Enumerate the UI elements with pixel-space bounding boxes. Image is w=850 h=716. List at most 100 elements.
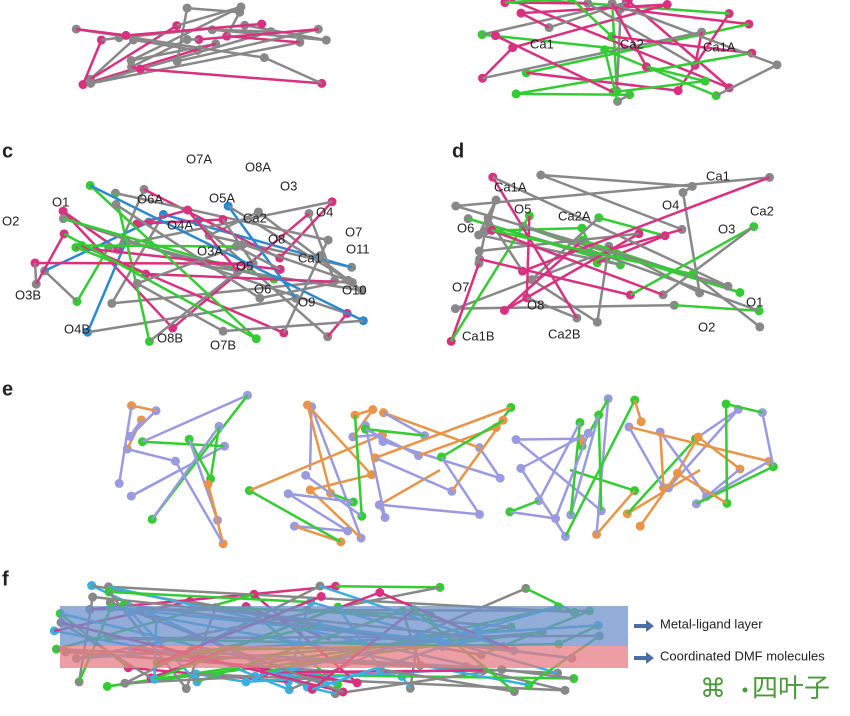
bond: [130, 42, 216, 62]
atom: [316, 591, 326, 601]
bond: [259, 279, 349, 300]
bond: [587, 2, 696, 67]
atom: [506, 402, 516, 412]
bond: [478, 446, 502, 479]
bond: [378, 468, 441, 507]
bond: [198, 27, 319, 41]
bond: [626, 437, 697, 515]
bond: [174, 460, 225, 545]
atom: [491, 31, 501, 41]
bond: [611, 35, 752, 55]
bond: [242, 243, 349, 282]
atom-label: Ca1A: [494, 179, 527, 194]
bond: [674, 303, 760, 313]
bond: [450, 262, 481, 342]
bond: [526, 296, 578, 320]
atom: [636, 417, 646, 427]
watermark-dot: [742, 687, 748, 693]
atom: [583, 0, 593, 8]
bond: [455, 303, 675, 310]
arrow: [634, 652, 654, 664]
atom: [257, 19, 267, 29]
bond: [715, 63, 778, 97]
bond: [294, 524, 342, 544]
bond: [114, 192, 151, 342]
bond: [724, 403, 729, 504]
bond: [509, 510, 556, 520]
bond: [662, 225, 755, 296]
atom-label: Ca1: [706, 168, 730, 183]
bond: [306, 404, 373, 476]
bond: [627, 426, 665, 489]
atom-label: O3A: [197, 243, 223, 258]
atom: [375, 500, 385, 510]
bond: [208, 210, 259, 237]
bond: [223, 319, 364, 333]
bond: [540, 173, 693, 188]
bond: [491, 229, 694, 276]
atom-label: O6A: [137, 191, 163, 206]
atom: [235, 7, 245, 17]
atom-label: Ca1: [298, 250, 322, 265]
bond: [608, 228, 683, 252]
panel-label: f: [2, 568, 9, 590]
atom-label: Ca1B: [462, 328, 495, 343]
bond: [264, 669, 484, 674]
bond: [515, 438, 603, 512]
panel-label: d: [452, 140, 464, 162]
bond: [129, 409, 157, 438]
atom-label: O7A: [186, 151, 212, 166]
bond: [554, 432, 590, 519]
bond: [136, 243, 244, 285]
atom: [121, 30, 131, 40]
atom-label: Ca2A: [558, 208, 591, 223]
atom-label: O1: [52, 194, 69, 209]
atom-label: O8: [268, 231, 285, 246]
bond: [287, 492, 349, 533]
bond: [604, 48, 717, 97]
bond: [374, 456, 453, 493]
bond: [440, 456, 481, 516]
bond: [63, 232, 257, 340]
atom: [516, 8, 526, 18]
bond: [596, 234, 666, 264]
bond: [629, 225, 755, 297]
bond: [694, 408, 740, 440]
legend-text: Coordinated DMF molecules: [660, 648, 825, 663]
bond: [365, 427, 425, 437]
bond: [725, 402, 763, 414]
bond: [81, 39, 103, 85]
bond: [263, 56, 323, 85]
atom: [120, 678, 130, 688]
bond: [142, 440, 225, 448]
bond: [108, 200, 333, 249]
bond: [306, 404, 332, 494]
atom-label: O7: [452, 279, 469, 294]
atom-label: Ca1A: [703, 39, 736, 54]
bond: [482, 30, 702, 80]
atom-label: Ca2: [750, 203, 774, 218]
bond: [353, 415, 364, 517]
bond: [646, 65, 706, 83]
bond: [89, 184, 258, 340]
bond: [176, 28, 319, 63]
bond: [481, 46, 514, 80]
atom-label: Ca2: [243, 210, 267, 225]
atom-label: O10: [342, 282, 367, 297]
bond: [151, 425, 221, 521]
atom-label: O4: [662, 197, 679, 212]
bond: [186, 6, 240, 14]
legend-text: Metal-ligand layer: [660, 616, 763, 631]
bond: [564, 399, 636, 538]
bond: [537, 421, 582, 502]
bond: [531, 278, 599, 324]
bond: [90, 30, 272, 85]
bond: [130, 5, 242, 62]
bond: [695, 465, 774, 505]
atom: [114, 478, 124, 488]
bond: [127, 447, 176, 463]
bond: [364, 427, 420, 457]
bond: [109, 590, 311, 604]
bond: [658, 431, 665, 488]
